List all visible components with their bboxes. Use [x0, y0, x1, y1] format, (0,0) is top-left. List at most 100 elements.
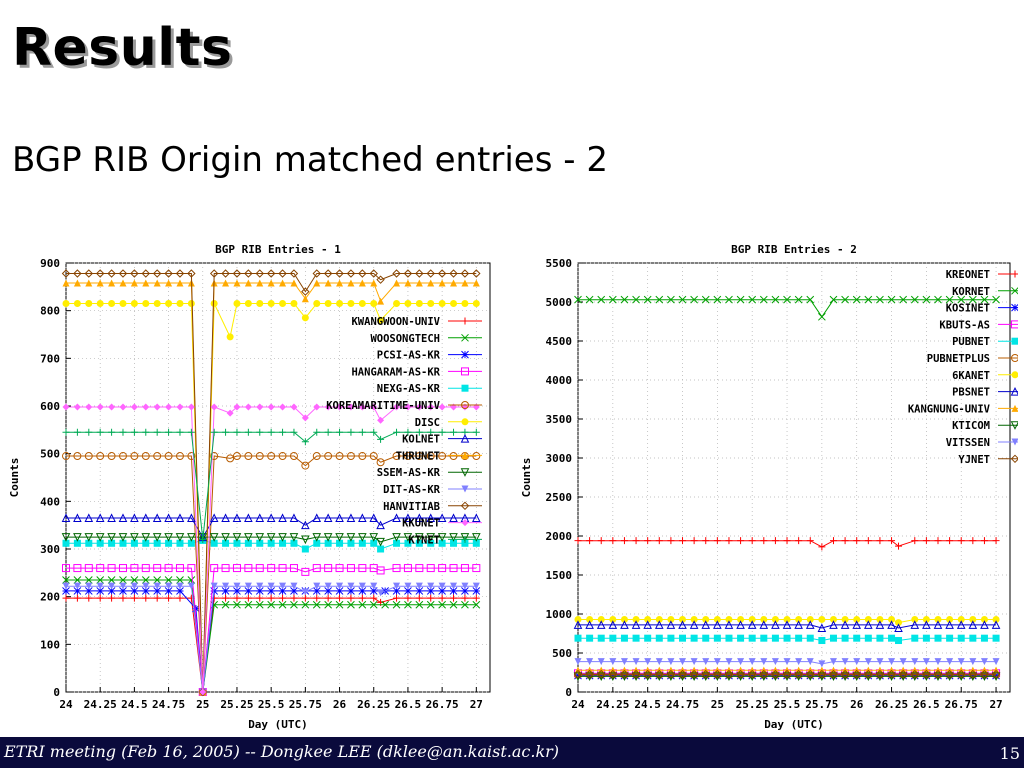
data-point	[980, 669, 989, 679]
data-point	[449, 513, 458, 523]
data-point	[336, 300, 344, 308]
data-point	[980, 671, 989, 680]
data-point	[192, 604, 200, 613]
data-point	[713, 620, 722, 629]
data-point	[450, 279, 458, 287]
y-tick-label: 4500	[546, 335, 573, 348]
data-point	[829, 537, 837, 545]
data-point	[461, 594, 469, 602]
data-point	[108, 279, 116, 287]
data-point	[644, 615, 652, 623]
y-tick-label: 0	[53, 686, 60, 699]
data-point	[266, 533, 276, 542]
data-point	[690, 671, 698, 680]
data-point	[945, 295, 954, 304]
data-point	[96, 564, 105, 573]
data-point	[840, 669, 850, 679]
legend-marker	[1011, 270, 1018, 278]
data-point	[574, 537, 582, 545]
data-point	[585, 620, 594, 629]
data-point	[336, 539, 344, 547]
data-point	[586, 615, 594, 623]
data-point	[62, 594, 70, 602]
data-point	[898, 669, 908, 679]
data-point	[233, 403, 241, 411]
data-point	[404, 600, 412, 609]
chart-bgp-rib-entries-1: BGP RIB Entries - 1 0 100 200 300 400 500 600 70…	[8, 243, 491, 731]
data-point	[301, 520, 310, 530]
data-point	[747, 620, 757, 629]
data-point	[358, 600, 367, 609]
data-point	[187, 403, 195, 411]
data-point	[895, 637, 903, 645]
data-point	[279, 594, 287, 602]
data-point	[62, 539, 70, 547]
data-point	[376, 520, 385, 530]
data-point	[153, 300, 161, 308]
data-point	[449, 587, 458, 595]
data-point	[290, 539, 298, 547]
data-point	[864, 669, 873, 679]
series-line	[66, 455, 477, 693]
data-point	[415, 600, 424, 609]
data-point	[312, 564, 321, 573]
legend-label: PUBNETPLUS	[927, 353, 990, 365]
data-point	[142, 594, 150, 602]
data-point	[222, 428, 230, 436]
data-point	[888, 615, 896, 623]
data-point	[62, 587, 70, 595]
data-point	[346, 564, 355, 573]
data-point	[130, 539, 138, 547]
data-point	[376, 458, 385, 467]
data-point	[336, 428, 344, 436]
data-point	[596, 620, 606, 629]
legend-marker	[460, 501, 470, 511]
data-point	[370, 403, 378, 411]
data-point	[267, 452, 276, 461]
data-point	[760, 658, 768, 666]
data-point	[760, 634, 768, 642]
legend-label: 6KANET	[952, 370, 990, 382]
data-point	[438, 587, 446, 595]
data-point	[376, 566, 385, 575]
data-point	[267, 300, 275, 308]
data-point	[690, 634, 698, 642]
data-point	[96, 582, 104, 590]
data-point	[585, 295, 594, 304]
data-point	[795, 658, 803, 666]
data-point	[358, 452, 367, 461]
data-point	[73, 513, 82, 523]
data-point	[702, 634, 710, 642]
data-point	[301, 567, 310, 576]
data-point	[852, 669, 861, 679]
series-6kanet	[574, 615, 1000, 627]
data-point	[783, 658, 791, 666]
data-point	[690, 295, 698, 304]
data-point	[370, 582, 378, 590]
chart-bgp-rib-entries-2: BGP RIB Entries - 2 0 500 1000 1500 2000 2500 3…	[520, 243, 1018, 731]
data-point	[210, 539, 218, 547]
legend-marker	[461, 333, 469, 342]
data-point	[358, 513, 367, 523]
x-tick-label: 26	[850, 698, 864, 711]
legend-label: KBUTS-AS	[939, 319, 990, 331]
data-point	[864, 634, 872, 642]
data-point	[759, 669, 769, 679]
data-point	[175, 533, 185, 542]
data-point	[899, 671, 908, 680]
data-point	[153, 428, 161, 436]
data-point	[392, 533, 401, 542]
data-point	[73, 582, 81, 590]
legend-label: KTNET	[408, 534, 440, 546]
data-point	[450, 428, 458, 436]
data-point	[945, 669, 954, 679]
data-point	[175, 513, 185, 523]
data-point	[164, 533, 173, 542]
data-point	[347, 594, 355, 602]
data-point	[620, 537, 628, 545]
data-point	[667, 658, 675, 666]
data-point	[62, 403, 70, 411]
x-tick-label: 25	[711, 698, 724, 711]
data-point	[141, 452, 150, 461]
y-tick-label: 500	[40, 448, 60, 461]
